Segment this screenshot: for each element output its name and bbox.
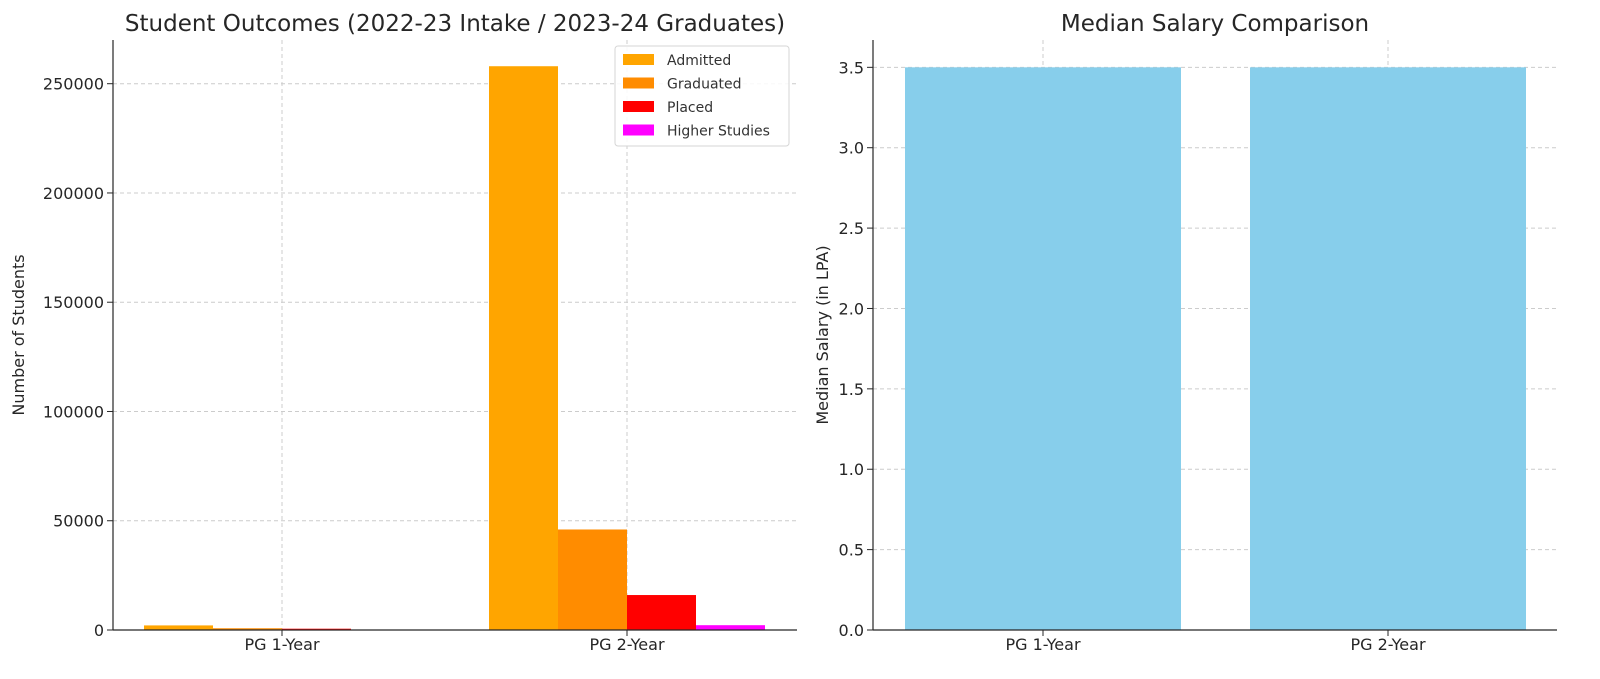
legend-swatch-placed: [623, 101, 654, 112]
legend-swatch-higher-studies: [623, 124, 654, 136]
left-y-tick-label: 100000: [43, 402, 104, 421]
right-chart-title: Median Salary Comparison: [1061, 11, 1369, 37]
left-y-tick-label: 50000: [53, 512, 104, 531]
bar-admitted-1: [489, 66, 558, 630]
left-y-tick-label: 150000: [43, 293, 104, 312]
left-legend: Admitted Graduated Placed Higher Studies: [614, 45, 790, 147]
right-y-ticks: 0.0 0.5 1.0 1.5 2.0 2.5 3.0 3.5: [839, 58, 873, 640]
legend-swatch-admitted: [623, 54, 654, 65]
legend-frame: [614, 45, 790, 147]
student-outcomes-chart: Student Outcomes (2022-23 Intake / 2023-…: [9, 11, 797, 654]
bar-admitted-0: [144, 625, 213, 630]
left-y-ticks: 0 50000 100000 150000 200000 250000: [43, 75, 113, 640]
left-chart-title: Student Outcomes (2022-23 Intake / 2023-…: [125, 11, 785, 37]
right-bars: [905, 67, 1526, 630]
salary-bar-1: [1250, 67, 1526, 630]
right-y-tick-label: 1.5: [839, 380, 864, 399]
right-y-tick-label: 0.0: [839, 621, 864, 640]
bar-higher-studies-1: [696, 625, 765, 630]
right-x-tick-label: PG 1-Year: [1005, 635, 1080, 654]
left-y-axis-label: Number of Students: [9, 254, 28, 415]
legend-label-placed: Placed: [667, 100, 713, 116]
right-y-tick-label: 3.0: [839, 139, 864, 158]
right-y-tick-label: 0.5: [839, 541, 864, 560]
legend-label-higher-studies: Higher Studies: [667, 124, 770, 140]
left-y-tick-label: 250000: [43, 75, 104, 94]
left-x-tick-label: PG 2-Year: [589, 635, 664, 654]
bar-placed-1: [627, 595, 696, 630]
right-y-tick-label: 3.5: [839, 58, 864, 77]
right-y-tick-label: 2.0: [839, 299, 864, 318]
left-y-tick-label: 200000: [43, 184, 104, 203]
left-y-tick-label: 0: [94, 621, 104, 640]
left-x-ticks: PG 1-Year PG 2-Year: [244, 630, 665, 654]
legend-swatch-graduated: [623, 77, 654, 89]
right-y-tick-label: 1.0: [839, 460, 864, 479]
right-x-tick-label: PG 2-Year: [1350, 635, 1425, 654]
right-y-axis-label: Median Salary (in LPA): [813, 245, 832, 424]
right-y-tick-label: 2.5: [839, 219, 864, 238]
legend-label-graduated: Graduated: [667, 77, 742, 93]
left-x-tick-label: PG 1-Year: [244, 635, 319, 654]
left-bars: [144, 66, 765, 630]
bar-graduated-0: [213, 628, 282, 630]
right-x-ticks: PG 1-Year PG 2-Year: [1005, 630, 1426, 654]
bar-graduated-1: [558, 529, 627, 630]
salary-bar-0: [905, 67, 1181, 630]
bar-placed-0: [282, 628, 351, 630]
median-salary-chart: Median Salary Comparison Median Salary (…: [813, 11, 1557, 654]
legend-label-admitted: Admitted: [667, 53, 731, 69]
